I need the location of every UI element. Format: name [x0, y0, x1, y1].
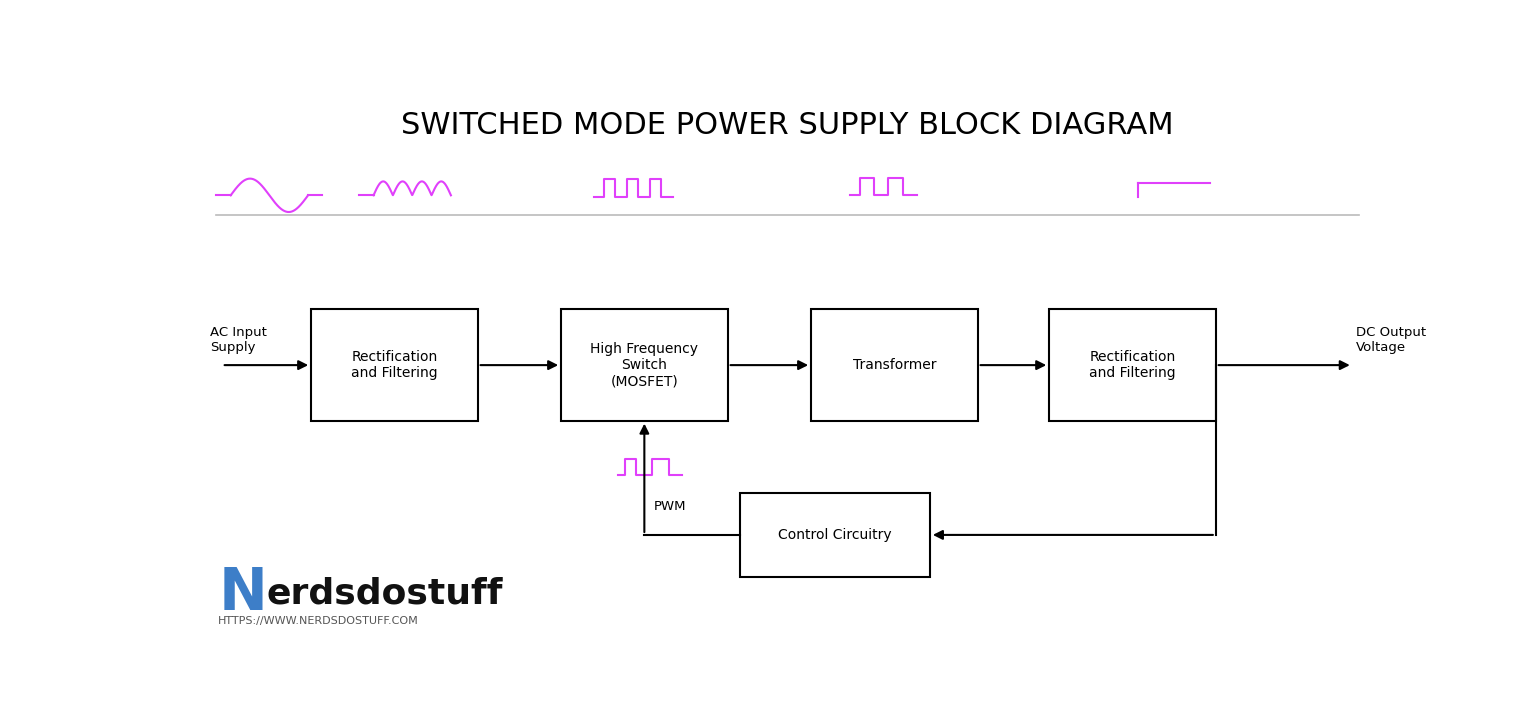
Text: DC Output
Voltage: DC Output Voltage	[1356, 326, 1427, 354]
Text: N: N	[218, 565, 267, 622]
Text: AC Input
Supply: AC Input Supply	[210, 326, 267, 354]
Bar	[310, 309, 478, 421]
Text: High Frequency
Switch
(MOSFET): High Frequency Switch (MOSFET)	[590, 342, 699, 388]
Bar	[561, 309, 728, 421]
Text: Rectification
and Filtering: Rectification and Filtering	[352, 350, 438, 380]
Text: Rectification
and Filtering: Rectification and Filtering	[1089, 350, 1175, 380]
Text: HTTPS://WWW.NERDSDOSTUFF.COM: HTTPS://WWW.NERDSDOSTUFF.COM	[218, 616, 419, 626]
Text: PWM: PWM	[654, 500, 687, 513]
Text: Transformer: Transformer	[852, 358, 935, 372]
Bar	[811, 309, 978, 421]
Text: Control Circuitry: Control Circuitry	[779, 528, 891, 542]
Text: SWITCHED MODE POWER SUPPLY BLOCK DIAGRAM: SWITCHED MODE POWER SUPPLY BLOCK DIAGRAM	[401, 111, 1174, 140]
Bar	[740, 493, 929, 577]
Bar	[1049, 309, 1217, 421]
Text: erdsdostuff: erdsdostuff	[267, 576, 504, 610]
